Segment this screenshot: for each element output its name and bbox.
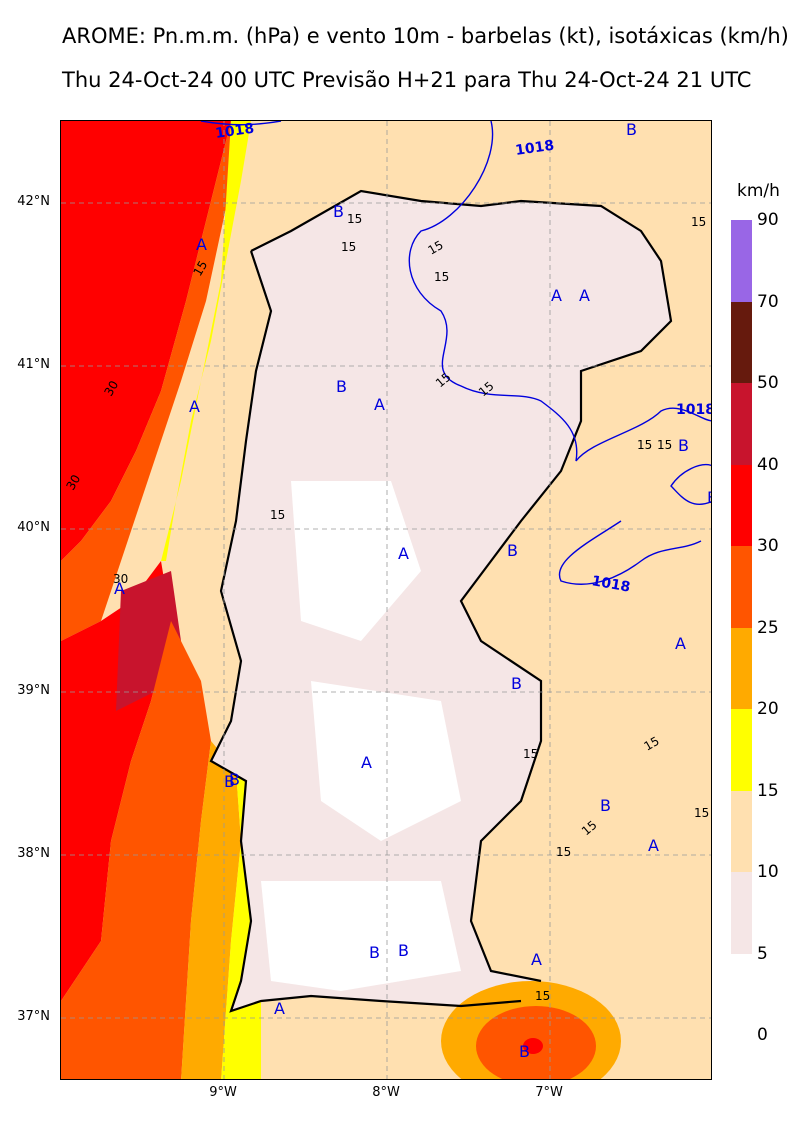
- legend-swatch: [731, 220, 752, 302]
- legend-swatch: [731, 872, 752, 954]
- isotach-label: 15: [270, 508, 285, 522]
- legend-tick-label: 20: [757, 699, 779, 719]
- isotach-label: 15: [535, 989, 550, 1003]
- pressure-marker: B: [626, 121, 637, 139]
- pressure-marker: B: [336, 377, 347, 396]
- legend-tick-label: 70: [757, 291, 779, 312]
- legend-swatch: [731, 790, 752, 872]
- isobar-label: 1018: [514, 138, 555, 159]
- isotach-label: 15: [642, 734, 662, 754]
- pressure-marker: B: [600, 796, 611, 815]
- legend-unit: km/h: [737, 181, 780, 201]
- pressure-marker: B: [224, 772, 235, 791]
- wind-band-15-20-coast: [161, 121, 251, 561]
- map-title: AROME: Pn.m.m. (hPa) e vento 10m - barbe…: [62, 24, 789, 48]
- lat-label-41: 41°N: [17, 357, 50, 372]
- isotach-label: 30: [113, 572, 128, 586]
- isotach-label: 15: [657, 438, 672, 452]
- isotach-label: 15: [190, 258, 210, 278]
- pressure-marker: B: [707, 488, 712, 507]
- isobar-label: 1018: [676, 402, 712, 418]
- legend-tick-label: 40: [757, 454, 779, 475]
- pressure-marker: A: [551, 286, 562, 305]
- wind-band-40-50: [116, 571, 181, 711]
- isotach-label: 30: [63, 472, 83, 492]
- legend-swatch: [731, 464, 752, 546]
- pressure-marker: B: [333, 202, 344, 221]
- isotach-label: 15: [637, 438, 652, 452]
- isotach-label: 15: [523, 747, 538, 761]
- legend-tick-label: 0: [757, 1025, 768, 1045]
- legend-tick-label: 90: [757, 210, 779, 230]
- pressure-marker: A: [579, 286, 590, 305]
- lon-label-7w: 7°W: [535, 1085, 563, 1100]
- isotach-label: 15: [426, 238, 446, 258]
- wind-band-30-40: [61, 121, 231, 561]
- pressure-marker: A: [196, 235, 207, 254]
- forecast-map: BABAABAABABABBAABBABBAABB101810181018101…: [60, 120, 712, 1080]
- land-area: [211, 191, 671, 1011]
- pressure-marker: B: [369, 943, 380, 962]
- pressure-marker: A: [648, 836, 659, 855]
- pressure-marker: A: [531, 950, 542, 969]
- pressure-marker: A: [374, 395, 385, 414]
- pressure-marker: B: [229, 770, 240, 789]
- isotach-label: 15: [347, 212, 362, 226]
- pressure-marker: A: [274, 999, 285, 1018]
- south-wind-zone-peak: [523, 1038, 543, 1054]
- graticule: [61, 121, 711, 1079]
- legend-tick-label: 50: [757, 373, 779, 393]
- pressure-marker: A: [398, 544, 409, 563]
- isotach-label: 15: [434, 270, 449, 284]
- pressure-marker: B: [507, 541, 518, 560]
- isotach-label: 15: [694, 806, 709, 820]
- isobar-label: 1018: [214, 121, 255, 142]
- legend-tick-label: 5: [757, 943, 768, 964]
- border-line: [250, 189, 673, 983]
- wind-band-20-25: [181, 741, 241, 1079]
- lat-label-38: 38°N: [17, 846, 50, 861]
- pressure-marker: B: [519, 1042, 530, 1061]
- lat-label-40: 40°N: [17, 520, 50, 535]
- isobar-label: 1018: [590, 573, 631, 596]
- legend-swatch: [731, 709, 752, 791]
- legend-swatch: [731, 546, 752, 628]
- lon-label-9w: 9°W: [209, 1085, 237, 1100]
- isotach-label: 30: [101, 378, 121, 398]
- pressure-marker: A: [675, 634, 686, 653]
- legend-swatch: [731, 301, 752, 383]
- pressure-marker: B: [511, 674, 522, 693]
- pressure-marker: B: [678, 436, 689, 455]
- legend-swatch: [731, 627, 752, 709]
- pressure-marker: B: [398, 941, 409, 960]
- map-subtitle: Thu 24-Oct-24 00 UTC Previsão H+21 para …: [62, 68, 752, 92]
- low-wind-areas: [261, 481, 461, 991]
- legend-tick-label: 10: [757, 862, 779, 882]
- isotach-label: 15: [556, 845, 571, 859]
- wind-band-25-30-south: [61, 621, 211, 1079]
- lon-label-8w: 8°W: [372, 1085, 400, 1100]
- isotach-label: 15: [341, 240, 356, 254]
- pressure-marker: A: [361, 753, 372, 772]
- wind-band-25-30: [61, 121, 241, 641]
- legend-tick-label: 30: [757, 536, 779, 556]
- isobars: [200, 121, 711, 585]
- lat-label-37: 37°N: [17, 1009, 50, 1024]
- lat-label-39: 39°N: [17, 683, 50, 698]
- legend-tick-label: 15: [757, 780, 779, 801]
- map-annotations: BABAABAABABABBAABBABBAABB101810181018101…: [63, 121, 712, 1061]
- pressure-marker: A: [189, 397, 200, 416]
- legend-tick-label: 25: [757, 617, 779, 638]
- legend-swatch: [731, 383, 752, 465]
- coast-line: [209, 250, 522, 1013]
- lat-label-42: 42°N: [17, 194, 50, 209]
- pressure-marker: A: [114, 579, 125, 598]
- isotach-label: 15: [691, 215, 706, 229]
